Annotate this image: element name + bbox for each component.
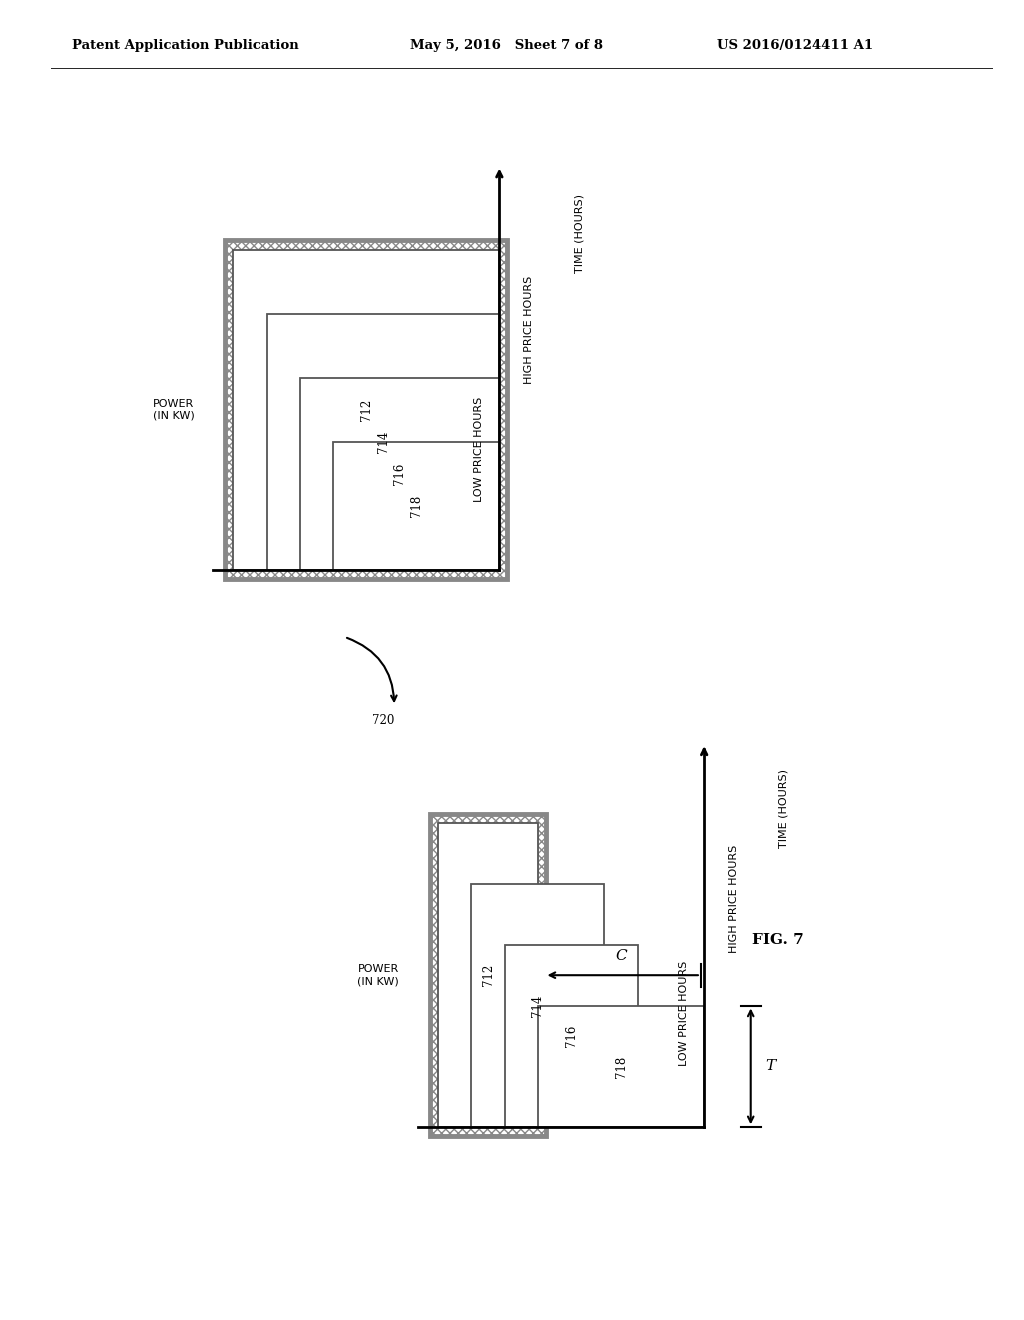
- Bar: [225, 240, 507, 579]
- Text: 716: 716: [393, 462, 407, 484]
- Text: 720: 720: [372, 714, 394, 727]
- Text: 718: 718: [614, 1055, 628, 1077]
- Text: 714: 714: [531, 994, 545, 1016]
- Text: POWER
(IN KW): POWER (IN KW): [153, 399, 195, 420]
- Bar: [300, 378, 500, 570]
- Bar: [266, 314, 500, 570]
- Text: 714: 714: [377, 430, 389, 453]
- Bar: [505, 945, 638, 1127]
- Text: US 2016/0124411 A1: US 2016/0124411 A1: [717, 38, 872, 51]
- Bar: [233, 249, 500, 570]
- Text: 712: 712: [359, 399, 373, 421]
- Text: 712: 712: [481, 964, 495, 986]
- Bar: [430, 814, 546, 1137]
- Text: TIME (HOURS): TIME (HOURS): [779, 768, 788, 847]
- Bar: [538, 1006, 705, 1127]
- Text: FIG. 7: FIG. 7: [753, 933, 804, 946]
- Text: POWER
(IN KW): POWER (IN KW): [357, 965, 399, 986]
- Bar: [438, 824, 538, 1127]
- Bar: [471, 884, 604, 1127]
- Text: May 5, 2016   Sheet 7 of 8: May 5, 2016 Sheet 7 of 8: [410, 38, 602, 51]
- Text: LOW PRICE HOURS: LOW PRICE HOURS: [679, 961, 689, 1065]
- Text: HIGH PRICE HOURS: HIGH PRICE HOURS: [729, 845, 739, 953]
- Text: 718: 718: [410, 495, 423, 516]
- Text: 716: 716: [564, 1024, 578, 1047]
- Text: Patent Application Publication: Patent Application Publication: [72, 38, 298, 51]
- Text: TIME (HOURS): TIME (HOURS): [574, 194, 584, 273]
- Text: HIGH PRICE HOURS: HIGH PRICE HOURS: [524, 276, 535, 384]
- Text: LOW PRICE HOURS: LOW PRICE HOURS: [474, 397, 484, 502]
- Bar: [333, 442, 500, 570]
- Text: T: T: [766, 1060, 776, 1073]
- Text: C: C: [615, 949, 627, 964]
